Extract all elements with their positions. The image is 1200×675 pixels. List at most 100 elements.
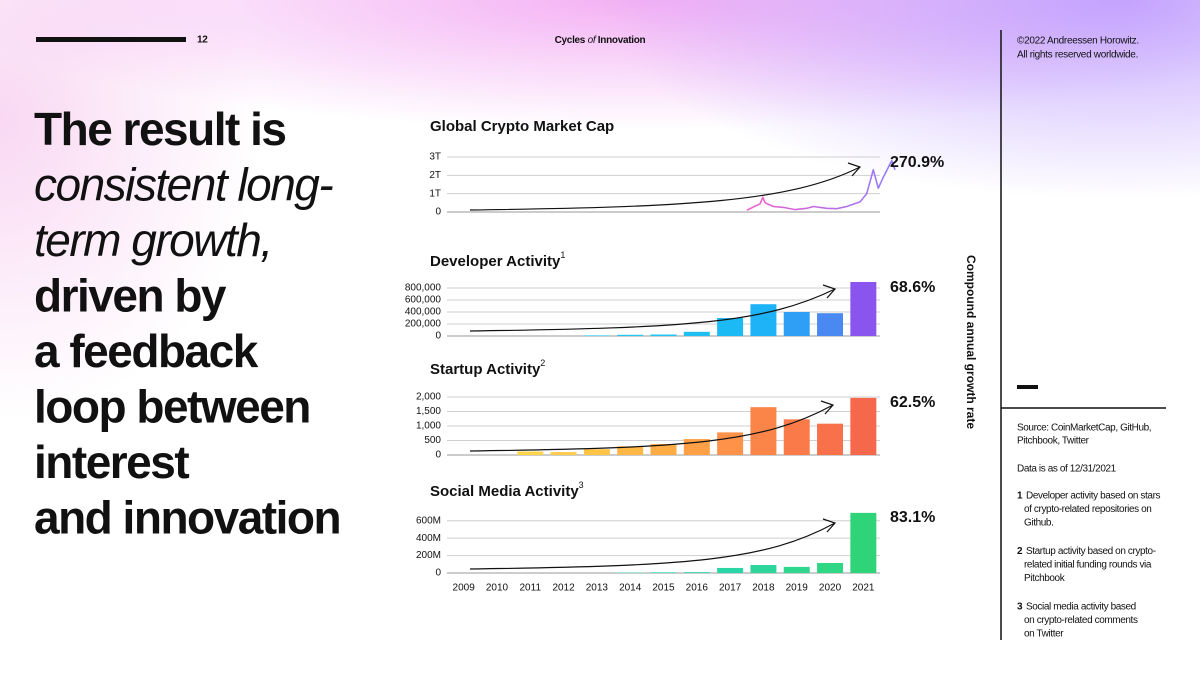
- note: Pitchbook, Twitter: [1017, 436, 1090, 447]
- copyright: ©2022 Andreessen Horowitz.: [1017, 36, 1139, 47]
- footnote-number: 3: [1017, 602, 1023, 613]
- footnote-line: Startup activity based on crypto-: [1026, 546, 1156, 557]
- y-tick-label: 2,000: [416, 392, 441, 403]
- headline-line: term growth,: [34, 214, 272, 266]
- bar: [517, 451, 544, 455]
- footnote-number: 2: [1017, 546, 1023, 557]
- headline-line: consistent long-: [34, 159, 333, 211]
- y-tick-label: 0: [435, 207, 441, 218]
- bar: [850, 512, 877, 573]
- arrow-head: [822, 518, 837, 533]
- growth-rate: 270.9%: [890, 154, 944, 171]
- chart-title-text: Social Media Activity: [430, 483, 579, 500]
- bar: [817, 313, 844, 336]
- headline-line: and innovation: [34, 492, 340, 544]
- footnote-line: of crypto-related repositories on: [1024, 504, 1151, 515]
- footnote-line: Pitchbook: [1024, 573, 1066, 584]
- y-tick-label: 400,000: [405, 307, 442, 318]
- bar: [850, 282, 877, 336]
- y-tick-label: 2T: [429, 170, 441, 181]
- bar: [650, 572, 677, 573]
- x-tick-label: 2009: [453, 583, 476, 594]
- bar: [717, 567, 744, 573]
- x-tick-label: 2019: [786, 583, 809, 594]
- y-tick-label: 0: [435, 331, 441, 342]
- chart-title-note: 1: [560, 250, 565, 260]
- bar: [583, 449, 610, 455]
- footnote-line: on crypto-related comments: [1024, 615, 1138, 626]
- footnote-line: on Twitter: [1024, 629, 1064, 640]
- x-tick-label: 2017: [719, 583, 742, 594]
- y-tick-label: 600,000: [405, 295, 442, 306]
- note: Source: CoinMarketCap, GitHub,: [1017, 423, 1151, 434]
- bar: [817, 562, 844, 573]
- arrow-head: [820, 400, 835, 415]
- x-tick-label: 2011: [520, 583, 542, 594]
- chart-title-note: 2: [540, 358, 545, 368]
- footnote-line: Social media activity based: [1026, 602, 1136, 613]
- bar: [550, 452, 577, 455]
- deck-title-part: of: [588, 35, 597, 46]
- x-tick-label: 2021: [852, 583, 875, 594]
- x-tick-label: 2018: [752, 583, 775, 594]
- header-bar: [36, 37, 186, 42]
- x-tick-label: 2013: [586, 583, 609, 594]
- deck-title: Cycles of Innovation: [555, 35, 646, 46]
- arrow-head: [822, 284, 837, 299]
- chart-title-text: Startup Activity: [430, 361, 541, 378]
- bar: [850, 397, 877, 455]
- axis-title: Compound annual growth rate: [964, 255, 978, 429]
- copyright: All rights reserved worldwide.: [1017, 50, 1138, 61]
- arrow-head: [847, 162, 862, 177]
- chart-title-text: Developer Activity: [430, 253, 561, 270]
- bar: [783, 419, 810, 455]
- y-tick-label: 200M: [416, 550, 441, 561]
- bar: [783, 312, 810, 336]
- trend-arrow: [469, 404, 834, 452]
- bar: [750, 304, 777, 336]
- y-tick-label: 400M: [416, 533, 441, 544]
- bar: [717, 318, 744, 336]
- trend-arrow: [469, 522, 836, 570]
- y-tick-label: 500: [424, 435, 441, 446]
- footnote-line: related initial funding rounds via: [1024, 560, 1152, 571]
- page-number: 12: [197, 35, 208, 46]
- line: [746, 159, 896, 211]
- y-tick-label: 1T: [429, 188, 441, 199]
- chart-title: Startup Activity2: [430, 358, 545, 378]
- deck-title-part: Innovation: [598, 35, 646, 46]
- dash: [1017, 385, 1038, 389]
- footnote-line: Developer activity based on stars: [1026, 491, 1160, 502]
- bar: [817, 423, 844, 455]
- note: Data is as of 12/31/2021: [1017, 464, 1117, 475]
- bar: [683, 572, 710, 573]
- y-tick-label: 800,000: [405, 283, 442, 294]
- x-tick-label: 2012: [552, 583, 575, 594]
- growth-rate: 62.5%: [890, 394, 935, 411]
- y-tick-label: 600M: [416, 515, 441, 526]
- chart-title: Global Crypto Market Cap: [430, 118, 614, 135]
- bar: [717, 432, 744, 455]
- headline-line: driven by: [34, 270, 227, 322]
- footnote-line: Github.: [1024, 518, 1053, 529]
- headline-line: interest: [34, 436, 189, 488]
- chart-title: Social Media Activity3: [430, 480, 584, 500]
- bar: [783, 566, 810, 573]
- growth-rate: 83.1%: [890, 509, 935, 526]
- growth-rate: 68.6%: [890, 279, 935, 296]
- y-tick-label: 3T: [429, 152, 441, 163]
- headline-line: a feedback: [34, 325, 259, 377]
- chart-title: Developer Activity1: [430, 250, 565, 270]
- trend-arrow: [469, 166, 861, 211]
- bar: [583, 335, 610, 336]
- chart-title-note: 3: [579, 480, 584, 490]
- headline-line: loop between: [34, 381, 310, 433]
- bar: [617, 334, 644, 336]
- y-tick-label: 0: [435, 568, 441, 579]
- footnote-number: 1: [1017, 491, 1023, 502]
- x-tick-label: 2010: [486, 583, 509, 594]
- y-tick-label: 200,000: [405, 319, 442, 330]
- bar: [750, 564, 777, 573]
